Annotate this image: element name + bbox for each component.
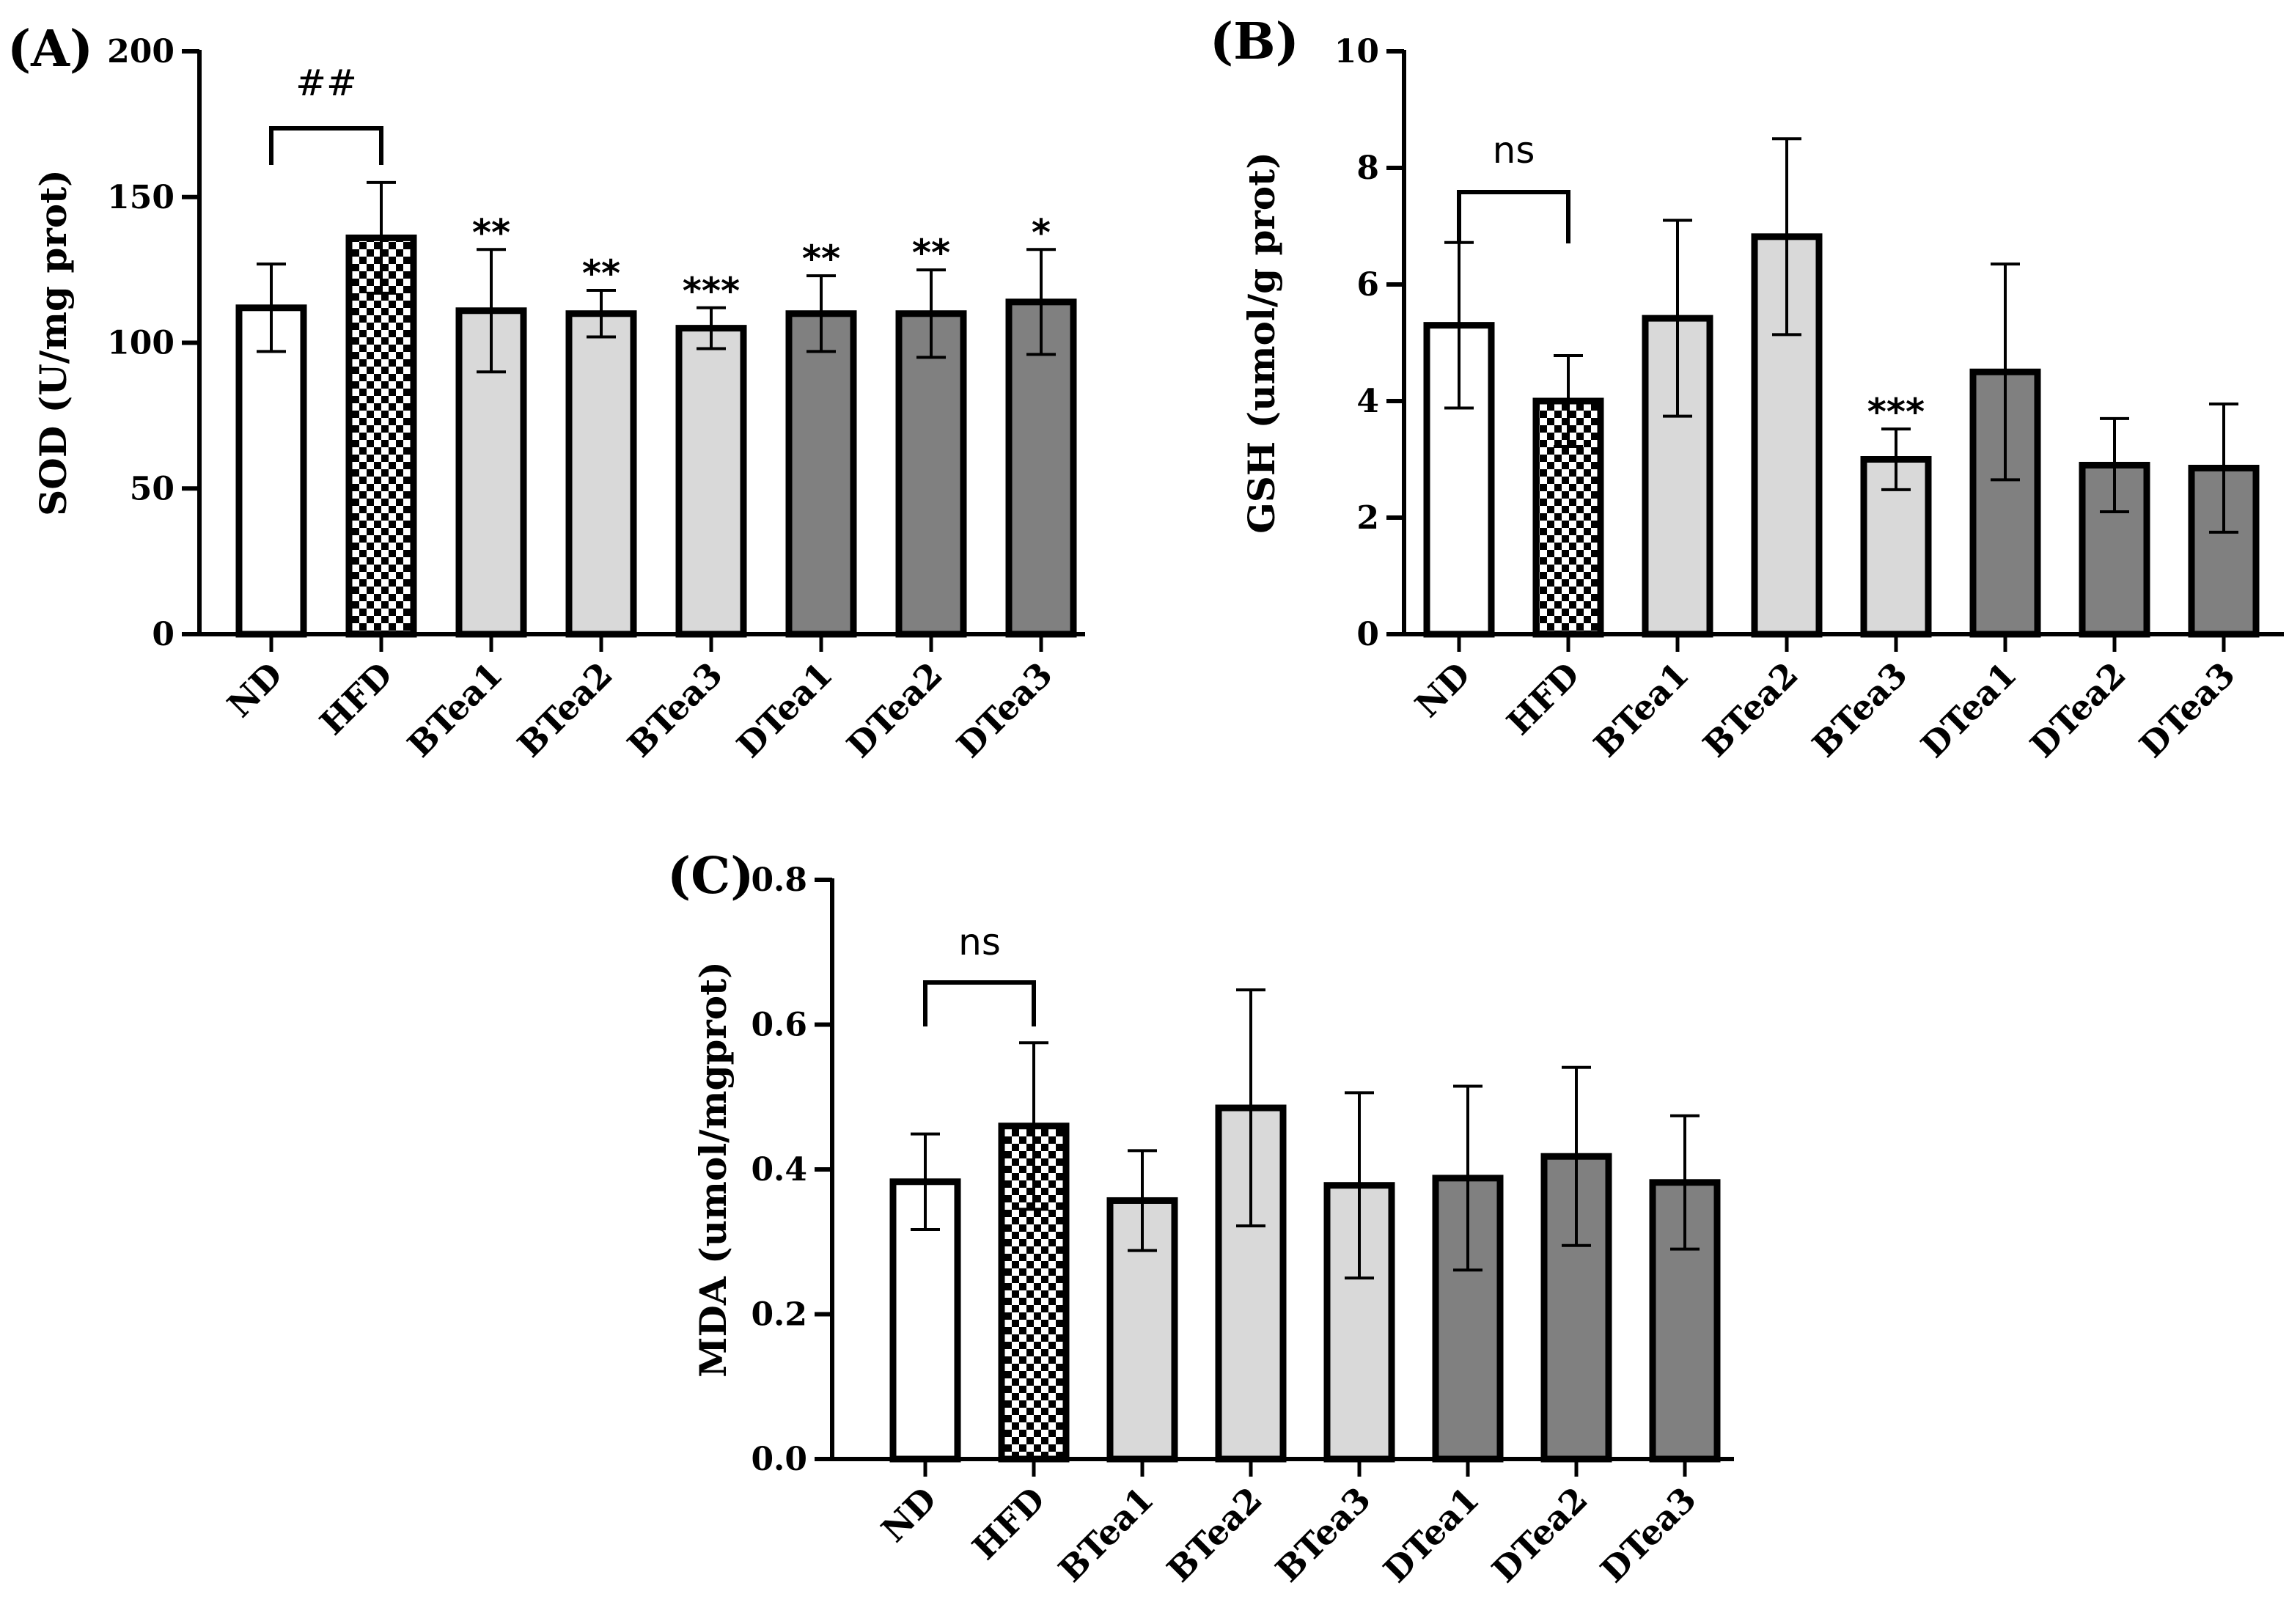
error-bar-btea3	[1345, 1091, 1374, 1280]
panel-letter: (A)	[7, 20, 93, 78]
y-tick-label: 0	[1356, 616, 1379, 653]
x-category-label: ND	[220, 655, 290, 725]
error-bar-btea3	[1881, 427, 1911, 491]
error-bar-nd	[911, 1132, 940, 1231]
error-bar-dtea3	[2209, 402, 2238, 534]
bar-btea2	[565, 310, 637, 638]
x-category-label: DTea3	[949, 655, 1060, 765]
x-category-label: DTea3	[2132, 655, 2243, 765]
y-tick-label: 4	[1356, 383, 1379, 420]
y-tick-label: 0.2	[751, 1296, 807, 1334]
x-category-label: BTea2	[510, 655, 620, 765]
error-bar-dtea1	[1991, 262, 2020, 482]
comparison-label: ns	[1493, 129, 1535, 172]
x-category-label: ND	[874, 1480, 944, 1550]
x-category-label: BTea1	[400, 655, 510, 765]
y-axis-title: SOD (U/mg prot)	[32, 169, 75, 516]
error-bar-btea2	[1236, 988, 1265, 1228]
x-category-label: HFD	[1499, 655, 1587, 743]
error-bar-btea2	[587, 288, 616, 339]
y-tick-label: 50	[130, 470, 174, 507]
y-axis-title: MDA (umol/mgprot)	[691, 961, 735, 1378]
comparison-label: ##	[295, 62, 357, 104]
x-category-label: BTea2	[1159, 1480, 1270, 1590]
bar-btea3	[675, 325, 747, 638]
x-category-label: ND	[1408, 655, 1478, 725]
error-bar-btea1	[477, 248, 506, 374]
error-bar-dtea2	[1562, 1065, 1591, 1247]
error-bar-hfd	[1554, 353, 1583, 449]
error-bar-nd	[257, 262, 286, 353]
y-tick-label: 100	[107, 325, 174, 362]
x-category-label: DTea3	[1593, 1480, 1704, 1590]
significance-label: ***	[1867, 391, 1925, 433]
bar-nd	[235, 304, 307, 638]
x-category-label: DTea1	[1376, 1480, 1487, 1590]
y-tick-label: 2	[1356, 499, 1379, 537]
panel-b-gsh-chart: (B) GSH (umol/g prot) *** 0 2 4 6 8 10 ND HFDBTea1…	[1210, 12, 2284, 765]
x-category-label: BTea3	[1268, 1480, 1378, 1590]
x-category-label: DTea2	[2023, 655, 2134, 765]
y-tick-label: 0.0	[751, 1441, 807, 1478]
y-tick-label: 0.8	[751, 861, 807, 899]
y-tick-label: 0.6	[751, 1007, 807, 1044]
y-tick-label: 200	[107, 33, 174, 70]
x-category-label: BTea3	[620, 655, 730, 765]
y-tick-label: 6	[1356, 266, 1379, 304]
x-category-label: DTea1	[730, 655, 840, 765]
bar-hfd	[345, 234, 417, 638]
error-bar-dtea3	[1026, 248, 1056, 356]
x-category-label: BTea1	[1051, 1480, 1161, 1590]
error-bar-dtea2	[2100, 416, 2129, 514]
panel-letter: (C)	[667, 847, 754, 905]
error-bar-btea1	[1128, 1149, 1157, 1252]
error-bar-dtea3	[1670, 1114, 1700, 1251]
y-tick-label: 8	[1356, 150, 1379, 187]
error-bar-btea1	[1663, 218, 1692, 418]
x-category-label: BTea1	[1586, 655, 1697, 765]
x-category-label: BTea3	[1804, 655, 1915, 765]
bar-dtea2	[895, 310, 967, 638]
x-category-label: HFD	[312, 655, 400, 743]
y-tick-label: 10	[1334, 33, 1379, 70]
comparison-bracket	[269, 126, 383, 165]
y-tick-label: 0.4	[751, 1151, 807, 1188]
significance-label: *	[1032, 211, 1051, 254]
panel-c-mda-chart: (C) MDA (umol/mgprot) 0.0 0.2 0.4 0.6 0.8 ND HFD…	[667, 847, 1734, 1590]
significance-label: ***	[683, 270, 740, 312]
x-category-label: DTea1	[1914, 655, 2024, 765]
significance-label: **	[582, 252, 620, 295]
error-bar-dtea1	[807, 274, 836, 353]
y-tick-label: 150	[107, 179, 174, 216]
bar-dtea1	[785, 310, 857, 638]
comparison-bracket	[923, 980, 1036, 1026]
error-bar-btea2	[1772, 137, 1801, 337]
x-category-label: HFD	[965, 1480, 1053, 1568]
error-bar-dtea2	[916, 268, 946, 359]
y-axis-title: GSH (umol/g prot)	[1240, 152, 1283, 534]
significance-label: **	[472, 211, 510, 254]
error-bar-dtea1	[1453, 1084, 1482, 1272]
error-bar-btea3	[697, 306, 726, 350]
x-category-label: DTea2	[839, 655, 950, 765]
significance-label: **	[802, 238, 840, 280]
comparison-label: ns	[958, 921, 1001, 963]
x-category-label: BTea2	[1695, 655, 1806, 765]
x-category-label: DTea2	[1485, 1480, 1595, 1590]
comparison-bracket	[1457, 190, 1570, 243]
error-bar-hfd	[1019, 1041, 1048, 1211]
error-bar-hfd	[367, 180, 396, 295]
y-tick-label: 0	[152, 616, 174, 653]
panel-letter: (B)	[1210, 12, 1299, 71]
significance-label: **	[912, 232, 950, 274]
panel-a-sod-chart: (A)SOD (U/mg prot) **** ***** ** *0501001502…	[7, 20, 1085, 765]
